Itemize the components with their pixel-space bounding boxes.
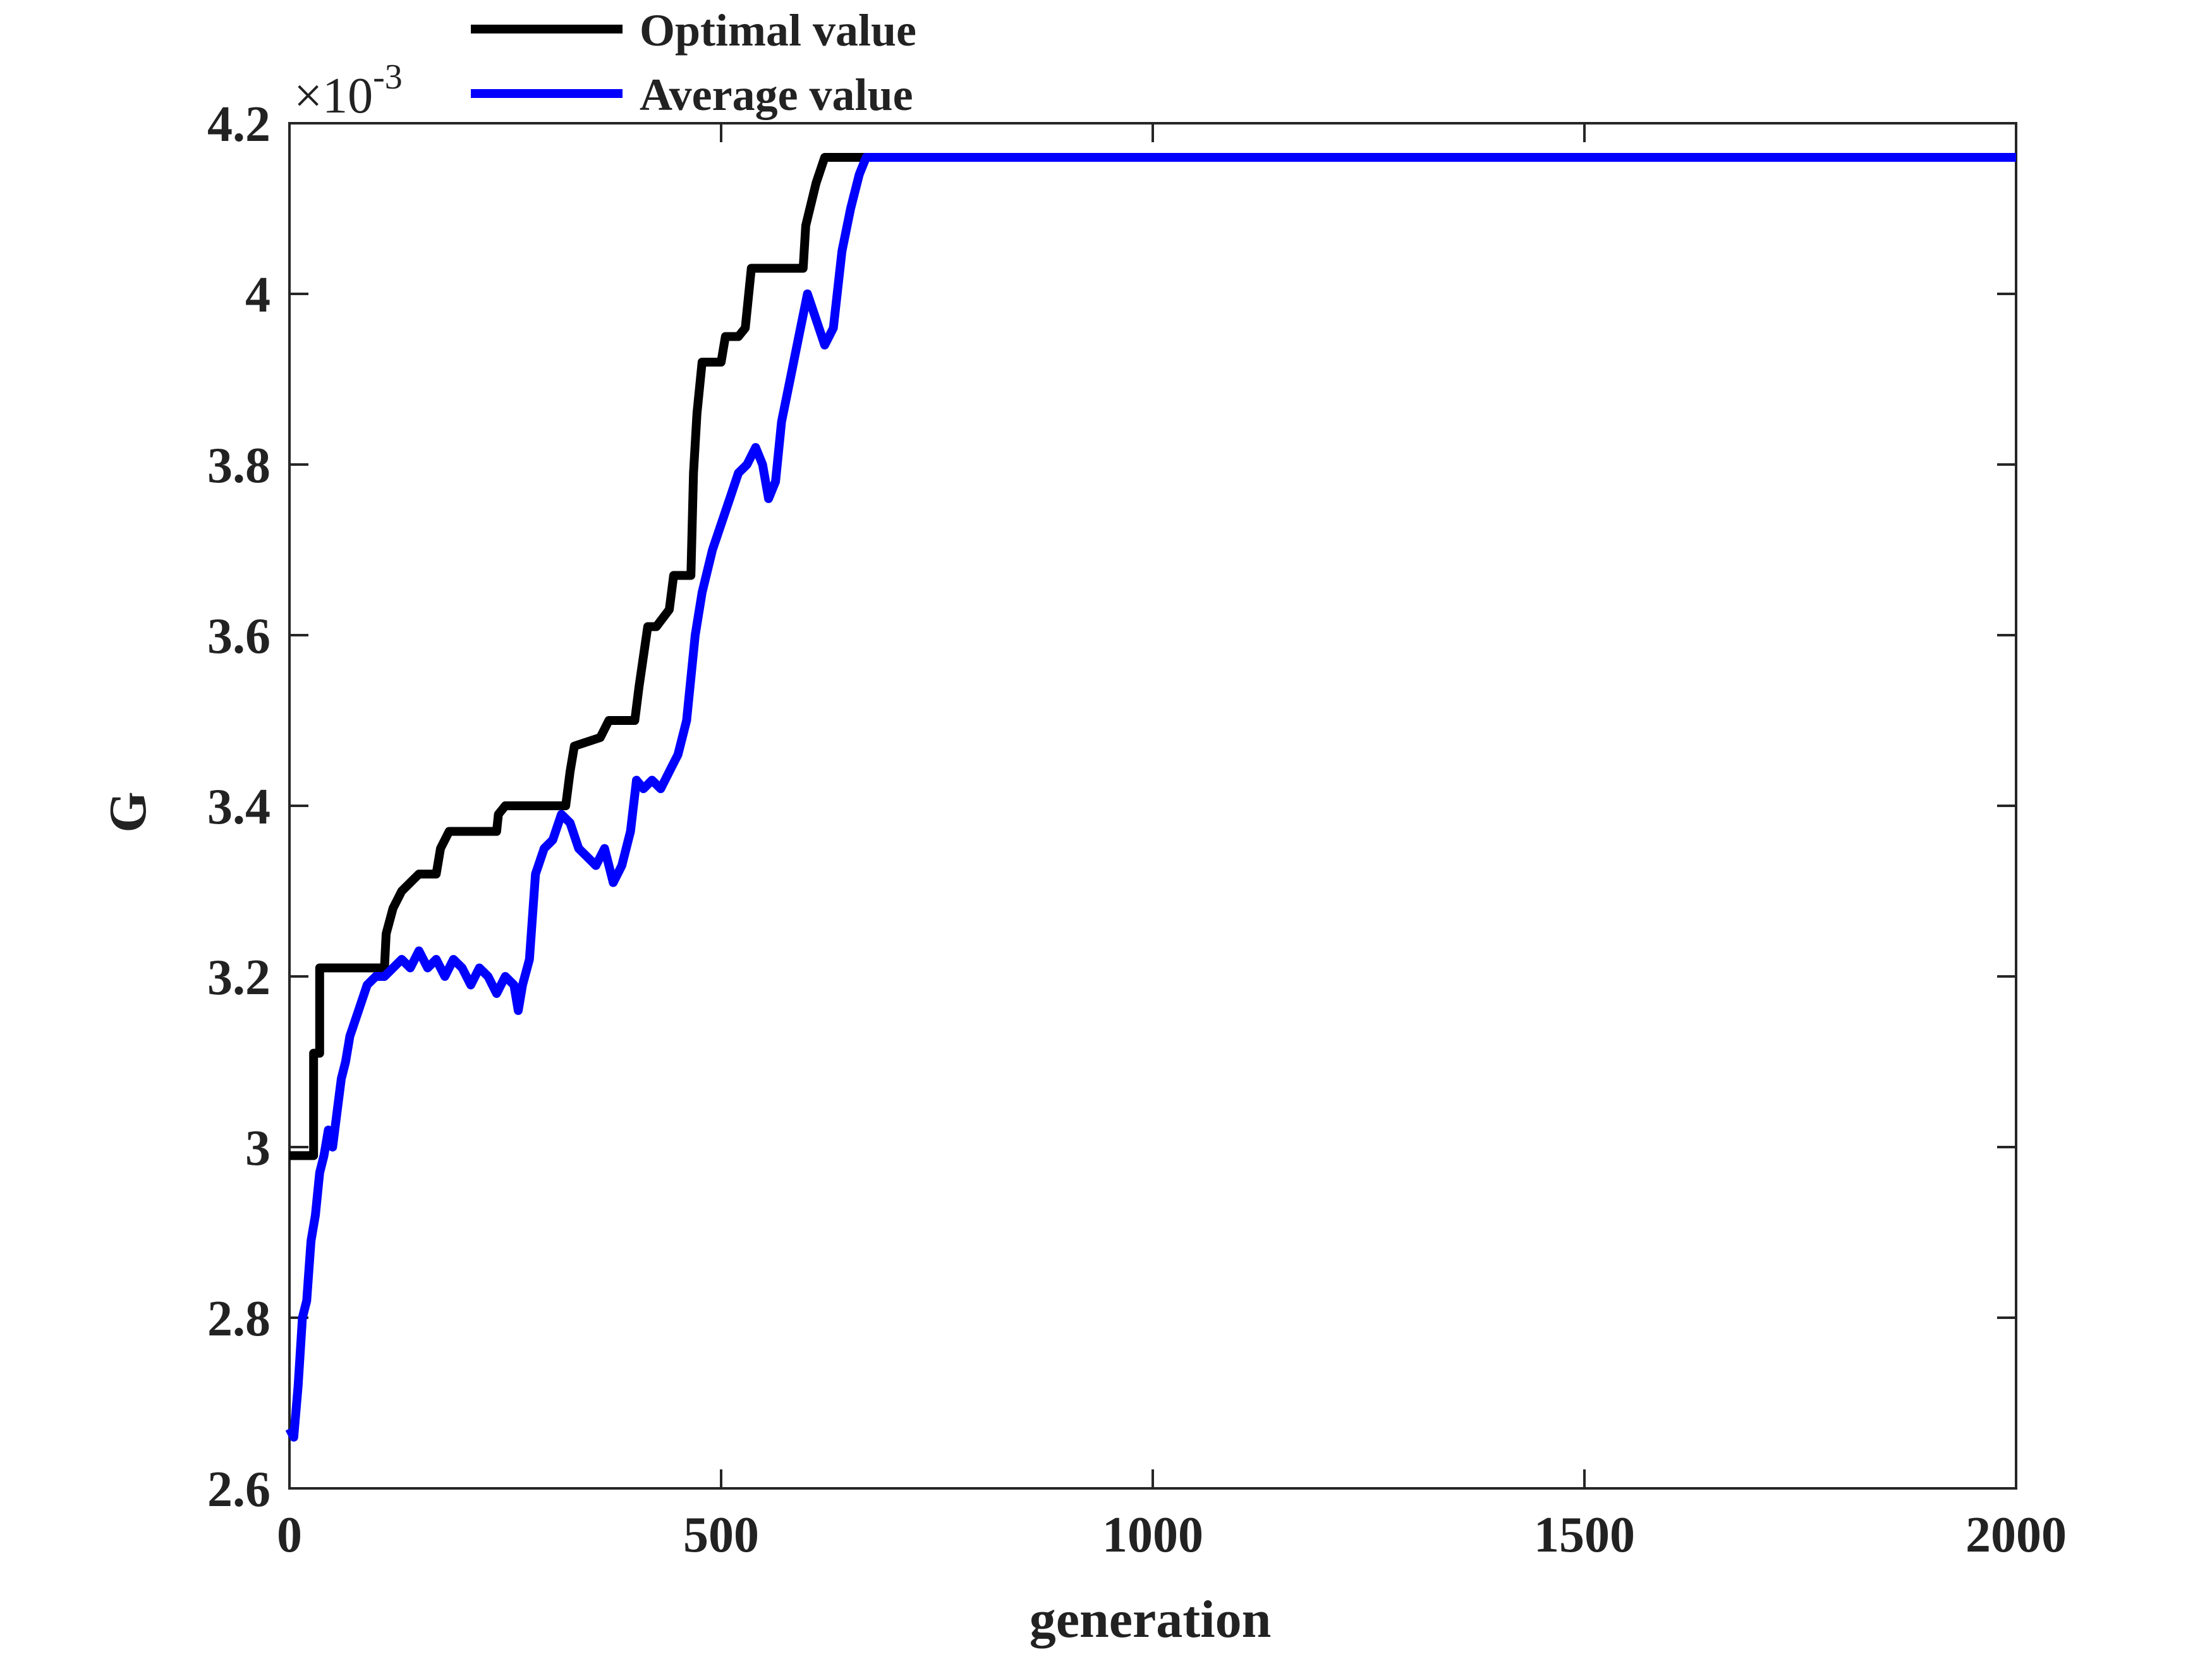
y-tick-label: 4 (245, 267, 270, 323)
x-tick-label: 500 (683, 1507, 759, 1563)
y-tick-label: 3.8 (207, 438, 270, 494)
x-tick-label: 1000 (1102, 1507, 1203, 1563)
y-tick-label: 3 (245, 1121, 270, 1176)
y-scale-factor: ×10-3 (294, 58, 403, 124)
series-lines (285, 153, 2016, 1442)
y-tick-label: 3.2 (207, 950, 270, 1006)
y-scale-factor-exponent: -3 (373, 58, 403, 97)
legend-label-optimal-value: Optimal value (640, 5, 916, 56)
y-scale-factor-base: ×10 (294, 68, 373, 124)
legend: Optimal value Average value (471, 5, 916, 120)
x-tick-label: 2000 (1966, 1507, 2067, 1563)
y-tick-label: 2.6 (207, 1462, 270, 1517)
y-axis-title: G (99, 791, 157, 832)
x-tick-label: 1500 (1534, 1507, 1635, 1563)
x-tick-label: 0 (277, 1507, 302, 1563)
x-axis-title: generation (1030, 1590, 1272, 1649)
y-tick-label: 2.8 (207, 1291, 270, 1347)
series-line-optimal-value (289, 153, 2016, 1160)
y-tick-label: 4.2 (207, 97, 270, 152)
y-axis-ticks: 2.6 2.8 3 3.2 3.4 3.6 3.8 4 4.2 (207, 97, 2016, 1517)
y-tick-label: 3.6 (207, 609, 270, 664)
x-axis-ticks: 0 500 1000 1500 2000 (277, 123, 2067, 1563)
y-tick-label: 3.4 (207, 779, 270, 835)
series-line-average-value (285, 153, 2016, 1442)
legend-label-average-value: Average value (640, 70, 913, 120)
